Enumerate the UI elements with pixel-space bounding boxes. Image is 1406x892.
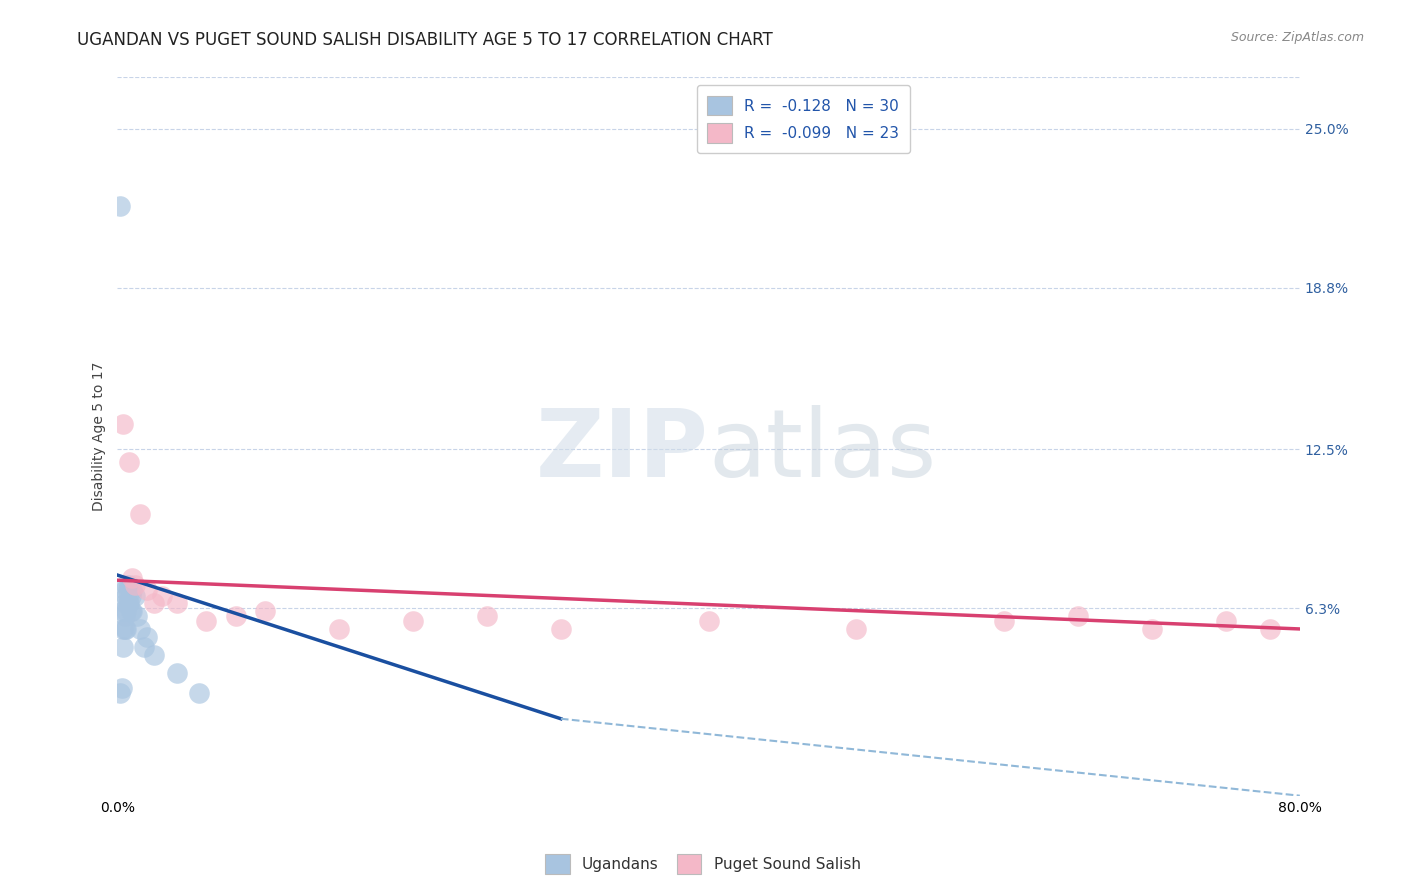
Point bbox=[1140, 622, 1163, 636]
Legend: Ugandans, Puget Sound Salish: Ugandans, Puget Sound Salish bbox=[538, 848, 868, 880]
Point bbox=[125, 609, 148, 624]
Point bbox=[328, 622, 350, 636]
Point bbox=[166, 665, 188, 680]
Point bbox=[112, 640, 135, 654]
Point bbox=[115, 604, 138, 618]
Point bbox=[117, 596, 139, 610]
Point bbox=[117, 583, 139, 598]
Text: ZIP: ZIP bbox=[536, 405, 709, 497]
Point bbox=[143, 648, 166, 662]
Text: Source: ZipAtlas.com: Source: ZipAtlas.com bbox=[1230, 31, 1364, 45]
Point bbox=[1067, 609, 1090, 624]
Legend: R =  -0.128   N = 30, R =  -0.099   N = 23: R = -0.128 N = 30, R = -0.099 N = 23 bbox=[697, 85, 910, 153]
Y-axis label: Disability Age 5 to 17: Disability Age 5 to 17 bbox=[93, 362, 107, 511]
Point bbox=[195, 614, 218, 628]
Point bbox=[128, 622, 150, 636]
Point bbox=[121, 583, 143, 598]
Point bbox=[120, 604, 142, 618]
Point bbox=[187, 686, 209, 700]
Point bbox=[114, 609, 136, 624]
Point bbox=[166, 596, 188, 610]
Point bbox=[114, 583, 136, 598]
Point bbox=[112, 622, 135, 636]
Point bbox=[136, 583, 159, 598]
Point bbox=[150, 589, 173, 603]
Point bbox=[111, 681, 134, 695]
Point bbox=[143, 596, 166, 610]
Point bbox=[114, 596, 136, 610]
Point bbox=[118, 455, 141, 469]
Point bbox=[120, 589, 142, 603]
Point bbox=[115, 589, 138, 603]
Point bbox=[1258, 622, 1281, 636]
Point bbox=[110, 686, 132, 700]
Point bbox=[121, 604, 143, 618]
Point bbox=[402, 614, 425, 628]
Point bbox=[132, 640, 155, 654]
Point bbox=[112, 417, 135, 431]
Point bbox=[993, 614, 1015, 628]
Point bbox=[115, 578, 138, 592]
Point bbox=[118, 578, 141, 592]
Point bbox=[136, 630, 159, 644]
Text: UGANDAN VS PUGET SOUND SALISH DISABILITY AGE 5 TO 17 CORRELATION CHART: UGANDAN VS PUGET SOUND SALISH DISABILITY… bbox=[77, 31, 773, 49]
Point bbox=[128, 507, 150, 521]
Point bbox=[254, 604, 277, 618]
Text: atlas: atlas bbox=[709, 405, 936, 497]
Point bbox=[121, 571, 143, 585]
Point bbox=[112, 604, 135, 618]
Point bbox=[845, 622, 868, 636]
Point bbox=[1215, 614, 1237, 628]
Point bbox=[114, 622, 136, 636]
Point bbox=[118, 596, 141, 610]
Point bbox=[550, 622, 572, 636]
Point bbox=[124, 589, 146, 603]
Point bbox=[110, 199, 132, 213]
Point bbox=[225, 609, 247, 624]
Point bbox=[697, 614, 720, 628]
Point bbox=[115, 622, 138, 636]
Point bbox=[475, 609, 498, 624]
Point bbox=[124, 578, 146, 592]
